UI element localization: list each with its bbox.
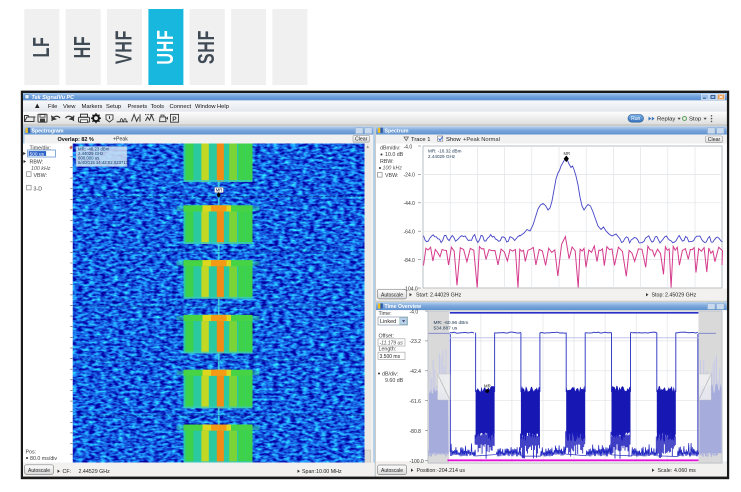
- svg-text:Time Overview: Time Overview: [385, 304, 422, 310]
- svg-text:dB/div:: dB/div:: [382, 371, 398, 377]
- svg-text:Stop:: Stop:: [652, 292, 664, 298]
- svg-text:10.00 MHz: 10.00 MHz: [316, 469, 342, 475]
- svg-text:Spectrogram: Spectrogram: [32, 129, 64, 135]
- svg-text:Run: Run: [631, 116, 640, 122]
- svg-text:-42.4: -42.4: [410, 369, 422, 375]
- svg-text:Clear: Clear: [355, 136, 368, 142]
- svg-text:2.44029 GHz: 2.44029 GHz: [428, 154, 456, 159]
- svg-text:100 kHz: 100 kHz: [383, 166, 403, 172]
- svg-text:2.44029 GHz: 2.44029 GHz: [430, 292, 462, 298]
- svg-text:Spectrum: Spectrum: [385, 129, 409, 135]
- svg-text:Show: Show: [446, 137, 461, 143]
- svg-text:Span:: Span:: [302, 469, 316, 475]
- svg-text:Window: Window: [195, 104, 216, 110]
- svg-text:-84.0: -84.0: [404, 258, 416, 264]
- svg-text:dBm/div:: dBm/div:: [380, 146, 401, 152]
- svg-text:3.500 ms: 3.500 ms: [380, 354, 401, 360]
- svg-text:MR: -16.32 dBm: MR: -16.32 dBm: [428, 149, 462, 154]
- svg-text:-204.214 us: -204.214 us: [437, 468, 465, 474]
- svg-text:-44.0: -44.0: [404, 201, 416, 207]
- svg-text:-11.179 us: -11.179 us: [380, 340, 404, 346]
- svg-text:Autoscale: Autoscale: [28, 468, 50, 474]
- svg-text:Scale:: Scale:: [658, 468, 673, 474]
- svg-text:-104.0: -104.0: [404, 286, 418, 292]
- svg-text:80.0 ms/div: 80.0 ms/div: [30, 456, 57, 462]
- svg-text:-4.0: -4.0: [404, 144, 413, 150]
- svg-text:-24.0: -24.0: [404, 173, 416, 179]
- svg-text:2.45029 GHz: 2.45029 GHz: [665, 292, 697, 298]
- svg-text:Trace 1: Trace 1: [411, 137, 430, 143]
- svg-text:VBW:: VBW:: [34, 173, 47, 179]
- svg-text:LF: LF: [29, 36, 54, 57]
- svg-text:Time/div:: Time/div:: [30, 146, 51, 152]
- svg-text:Overlap: 82 %: Overlap: 82 %: [58, 137, 94, 143]
- svg-text:RBW:: RBW:: [380, 159, 394, 165]
- svg-text:VHF: VHF: [112, 30, 137, 64]
- svg-text:File: File: [48, 104, 57, 110]
- svg-text:5/4/2015 14:42:02.023717: 5/4/2015 14:42:02.023717: [78, 160, 129, 165]
- svg-text:Connect: Connect: [170, 104, 192, 110]
- svg-text:+Peak: +Peak: [113, 137, 128, 143]
- svg-text:SHF: SHF: [194, 30, 219, 64]
- svg-text:-61.6: -61.6: [410, 399, 422, 405]
- svg-text:VBW:: VBW:: [385, 173, 398, 179]
- svg-text:Length:: Length:: [379, 347, 397, 353]
- svg-text:-23.2: -23.2: [410, 339, 422, 345]
- svg-text:RBW:: RBW:: [30, 159, 44, 165]
- svg-text:Stop: Stop: [689, 117, 702, 123]
- svg-text:Start:: Start:: [416, 292, 429, 298]
- svg-text:Position:: Position:: [417, 468, 437, 474]
- svg-text:Autoscale: Autoscale: [381, 468, 403, 474]
- svg-text:534.887 us: 534.887 us: [434, 326, 458, 332]
- svg-text:MR: -48.23 dBm: MR: -48.23 dBm: [78, 147, 110, 152]
- svg-text:3-D: 3-D: [34, 186, 43, 192]
- svg-text:-100.0: -100.0: [410, 459, 424, 465]
- svg-text:Clear: Clear: [708, 137, 721, 143]
- svg-text:Markers: Markers: [82, 104, 103, 110]
- svg-text:Linked: Linked: [380, 319, 396, 325]
- svg-text:MR: MR: [216, 188, 223, 193]
- svg-text:500 us: 500 us: [30, 151, 45, 157]
- svg-text:HF: HF: [70, 36, 95, 59]
- svg-text:4.060 ms: 4.060 ms: [674, 468, 696, 474]
- svg-text:-64.0: -64.0: [404, 230, 416, 236]
- svg-text:Setup: Setup: [106, 104, 121, 110]
- svg-text:2.44529 GHz: 2.44529 GHz: [79, 469, 111, 475]
- svg-text:10.0 dB: 10.0 dB: [385, 152, 404, 158]
- svg-text:Offset:: Offset:: [379, 333, 395, 339]
- svg-text:-4.0: -4.0: [410, 309, 419, 315]
- svg-text:MR: MR: [564, 151, 571, 156]
- svg-text:Replay: Replay: [657, 117, 675, 123]
- svg-text:MR: -60.96 dBm: MR: -60.96 dBm: [434, 320, 469, 326]
- svg-text:2.44029 GHz: 2.44029 GHz: [78, 151, 103, 156]
- svg-text:UHF: UHF: [153, 29, 178, 64]
- svg-text:Help: Help: [217, 104, 229, 110]
- svg-text:-80.8: -80.8: [410, 429, 422, 435]
- svg-text:P: P: [172, 116, 177, 123]
- svg-text:View: View: [63, 104, 76, 110]
- svg-text:Pos:: Pos:: [26, 450, 37, 456]
- svg-text:100 kHz: 100 kHz: [31, 166, 51, 172]
- svg-text:+Peak Normal: +Peak Normal: [463, 137, 500, 143]
- svg-text:600.000 us: 600.000 us: [78, 156, 99, 161]
- svg-text:Tek SignalVu PC: Tek SignalVu PC: [32, 95, 75, 101]
- svg-text:MR: MR: [484, 384, 491, 389]
- svg-text:Time:: Time:: [379, 311, 392, 317]
- svg-text:9.60 dB: 9.60 dB: [385, 378, 404, 384]
- svg-text:CF:: CF:: [63, 469, 72, 475]
- svg-text:Tools: Tools: [151, 104, 165, 110]
- svg-text:Autoscale: Autoscale: [381, 292, 403, 298]
- svg-text:Presets: Presets: [128, 104, 148, 110]
